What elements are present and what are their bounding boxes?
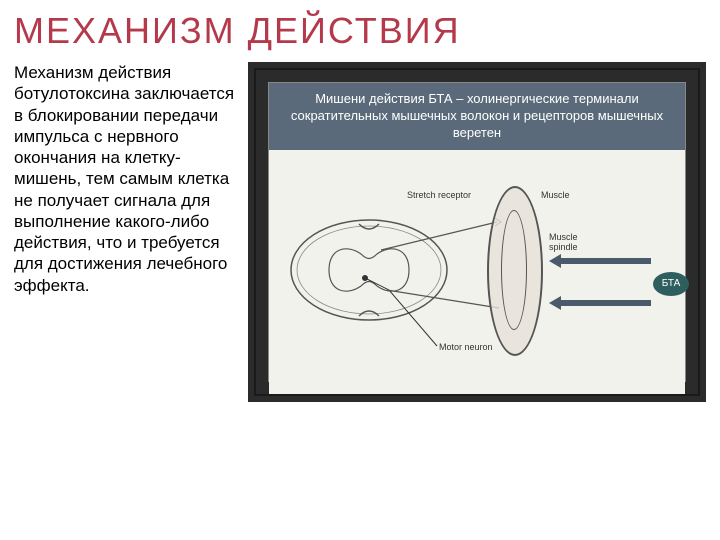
body-paragraph: Механизм действия ботулотоксина заключае… [14,62,236,296]
line-motor [387,290,499,308]
cord-outer [291,220,447,320]
diagram-photo-frame: Мишени действия БТА – холинергические те… [248,62,706,402]
bta-arrow-bottom [559,300,651,306]
bta-badge: БТА [653,272,689,296]
label-muscle-spindle: Muscle spindle [549,232,599,252]
bta-arrow-top [559,258,651,264]
page-title: МЕХАНИЗМ ДЕЙСТВИЯ [14,10,461,52]
diagram-header: Мишени действия БТА – холинергические те… [269,83,685,150]
cord-notch-top [359,224,379,229]
neuron-dot [362,275,368,281]
line-stretch [381,222,497,250]
diagram-panel: Мишени действия БТА – холинергические те… [268,82,686,382]
grey-matter [329,248,409,290]
label-motor-neuron: Motor neuron [439,342,493,352]
cord-outer2 [297,226,441,314]
label-stretch-receptor: Stretch receptor [407,190,471,200]
cord-notch-bottom [359,311,379,316]
muscle-spindle-inner [501,210,527,330]
label-muscle: Muscle [541,190,570,200]
diagram-body: БТА Stretch receptor Muscle Muscle spind… [269,150,685,394]
